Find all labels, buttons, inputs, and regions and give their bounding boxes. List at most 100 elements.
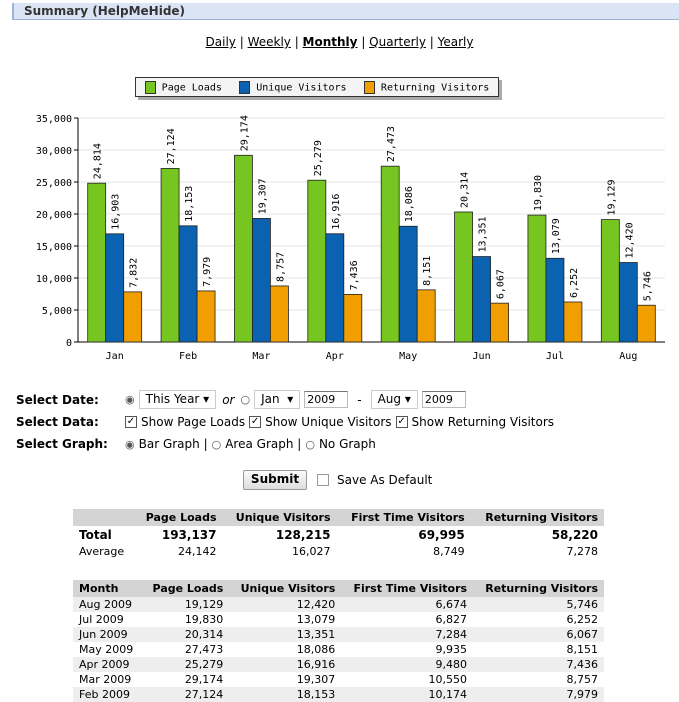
- bar-unique-visitors: [252, 218, 271, 343]
- x-tick-label: Jul: [546, 351, 564, 362]
- table-cell: 128,215: [275, 528, 331, 542]
- table-cell: 19,307: [296, 673, 336, 686]
- bar-returning-visitors: [636, 304, 656, 343]
- table-cell: 18,153: [229, 687, 342, 702]
- show-unique-checkbox[interactable]: ✓: [249, 416, 262, 428]
- table-cell: Apr 2009: [73, 657, 143, 672]
- column-header: First Time Visitors: [336, 509, 471, 526]
- this-year-radio[interactable]: ◉: [125, 393, 135, 406]
- data-label: 8,757: [275, 252, 286, 282]
- column-header: Returning Visitors: [473, 580, 604, 597]
- table-cell: Total: [79, 528, 112, 542]
- to-year-input[interactable]: 2009: [421, 391, 466, 408]
- table-cell: 7,284: [341, 627, 474, 642]
- table-cell: 12,420: [229, 597, 342, 612]
- data-label: 13,351: [478, 216, 489, 252]
- table-cell: Jun 2009: [73, 627, 143, 642]
- bar-page-loads: [234, 154, 253, 343]
- save-default-checkbox[interactable]: [317, 474, 329, 486]
- table-cell: 8,757: [566, 673, 599, 686]
- table-row: Aug 2009 19,129 12,420 6,674 5,746: [73, 597, 604, 612]
- legend-returning-visitors: Returning Visitors: [363, 80, 489, 94]
- table-cell: Average: [79, 545, 125, 558]
- legend-page-loads: Page Loads: [144, 80, 222, 94]
- bar-unique-visitors: [105, 233, 125, 343]
- data-label: 25,279: [313, 140, 324, 176]
- submit-button[interactable]: Submit: [243, 470, 307, 490]
- column-header: First Time Visitors: [341, 580, 474, 597]
- data-label: 7,832: [129, 258, 140, 288]
- data-label: 8,151: [422, 256, 433, 286]
- table-cell: 19,830: [184, 613, 224, 626]
- table-cell: 16,916: [229, 657, 342, 672]
- period-link-quarterly[interactable]: Quarterly: [369, 35, 426, 49]
- period-link-weekly[interactable]: Weekly: [247, 35, 291, 49]
- show-page-loads-checkbox[interactable]: ✓: [125, 416, 137, 428]
- table-cell: 13,351: [229, 627, 342, 642]
- bar-returning-visitors: [490, 302, 509, 343]
- bar-unique-visitors: [178, 225, 198, 343]
- bar-graph-radio[interactable]: ◉: [125, 437, 135, 451]
- legend-swatch: [144, 80, 156, 94]
- data-label: 18,153: [184, 186, 195, 222]
- table-cell: 69,995: [418, 528, 465, 542]
- period-link-daily[interactable]: Daily: [205, 35, 236, 49]
- table-cell: 8,749: [433, 545, 465, 558]
- table-row: Jul 2009 19,830 13,079 6,827 6,252: [73, 612, 604, 627]
- select-graph-row: Select Graph: ◉ Bar Graph | ○ Area Graph |…: [16, 437, 376, 451]
- monthly-table: Month Page Loads Unique Visitors First Time…: [73, 580, 604, 702]
- separator: |: [357, 35, 370, 49]
- column-header: Unique Visitors: [222, 509, 337, 526]
- y-tick-label: 30,000: [36, 146, 72, 157]
- table-cell: Aug 2009: [73, 597, 143, 612]
- data-label: 27,473: [386, 126, 397, 162]
- from-month-select[interactable]: Jan ▾: [254, 390, 301, 409]
- custom-range-radio[interactable]: ○: [240, 393, 251, 406]
- bar-returning-visitors: [563, 301, 583, 343]
- column-header: Page Loads: [142, 580, 230, 597]
- data-label: 7,436: [349, 260, 360, 290]
- period-link-monthly[interactable]: Monthly: [302, 35, 358, 49]
- y-tick-label: 0: [66, 338, 72, 349]
- table-cell: 7,436: [473, 657, 604, 672]
- table-cell: 20,314: [142, 627, 230, 642]
- from-year-input[interactable]: 2009: [304, 391, 349, 408]
- area-graph-radio[interactable]: ○: [211, 437, 222, 451]
- table-cell: 18,086: [296, 643, 336, 656]
- table-cell: 19,129: [142, 597, 230, 612]
- table-cell: 7,278: [566, 545, 599, 558]
- bar-page-loads: [307, 179, 327, 343]
- bar-unique-visitors: [618, 262, 638, 343]
- no-graph-radio[interactable]: ○: [305, 437, 315, 451]
- bar-unique-visitors: [325, 233, 345, 343]
- table-cell: 16,027: [292, 545, 331, 558]
- column-header: Unique Visitors: [229, 580, 342, 597]
- legend-swatch: [239, 80, 251, 94]
- table-row: Average 24,142 16,027 8,749 7,278: [73, 544, 604, 559]
- table-cell: 5,746: [473, 597, 604, 612]
- separator: |: [290, 35, 303, 49]
- data-label: 18,086: [404, 186, 415, 222]
- data-label: 7,979: [202, 257, 213, 287]
- bar-page-loads: [87, 182, 107, 343]
- table-cell: 9,480: [341, 657, 474, 672]
- period-link-yearly[interactable]: Yearly: [437, 35, 474, 49]
- data-label: 29,174: [239, 115, 250, 151]
- to-month-select[interactable]: Aug ▾: [370, 390, 418, 409]
- table-cell: 58,220: [551, 528, 598, 542]
- y-tick-label: 15,000: [36, 242, 72, 253]
- table-cell: 7,979: [473, 687, 604, 702]
- x-tick-label: May: [399, 351, 417, 362]
- column-header: Page Loads: [134, 509, 223, 526]
- show-returning-checkbox[interactable]: ✓: [395, 416, 408, 428]
- summary-table: Page Loads Unique Visitors First Time Visi…: [73, 509, 604, 559]
- this-year-select[interactable]: This Year ▾: [138, 390, 217, 409]
- header-row: Month Page Loads Unique Visitors First Time…: [73, 580, 604, 597]
- table-cell: 6,827: [435, 613, 468, 626]
- bar-page-loads: [454, 211, 473, 343]
- bar-page-loads: [600, 219, 620, 343]
- bar-chart: 0 5,000 10,000 15,000 20,000 25,000 30,000 35,0…: [36, 114, 665, 362]
- data-label: 12,420: [624, 222, 635, 258]
- table-cell: 27,124: [142, 687, 230, 702]
- table-cell: Feb 2009: [73, 687, 143, 702]
